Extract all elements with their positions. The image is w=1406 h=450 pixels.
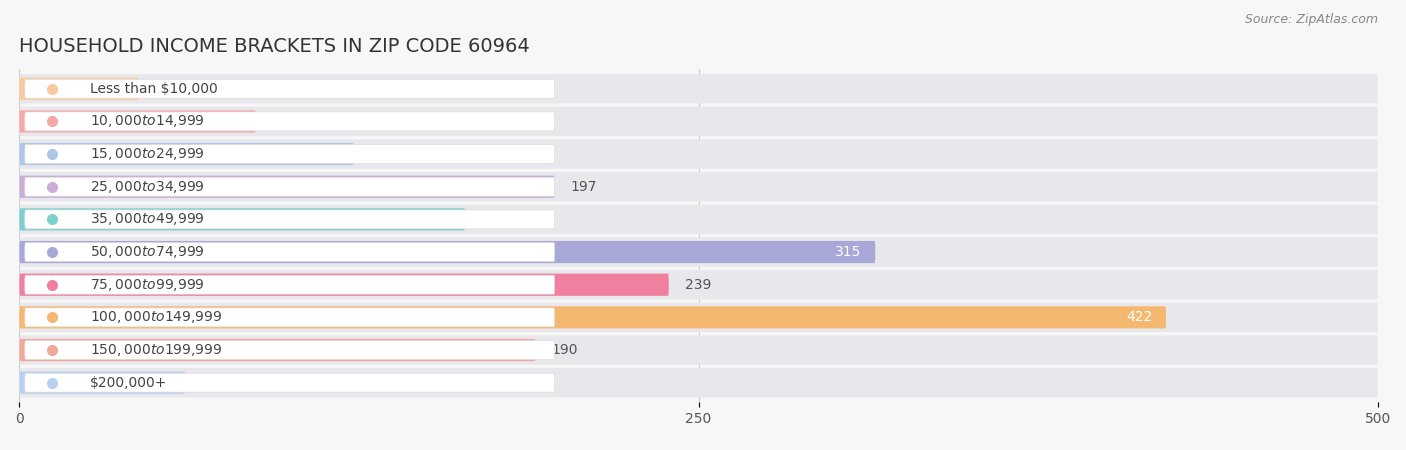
FancyBboxPatch shape — [20, 306, 1166, 328]
FancyBboxPatch shape — [25, 275, 554, 294]
Text: Source: ZipAtlas.com: Source: ZipAtlas.com — [1244, 14, 1378, 27]
Text: $35,000 to $49,999: $35,000 to $49,999 — [90, 212, 205, 227]
Text: 197: 197 — [571, 180, 598, 194]
FancyBboxPatch shape — [20, 107, 1378, 136]
FancyBboxPatch shape — [25, 308, 554, 327]
Text: $150,000 to $199,999: $150,000 to $199,999 — [90, 342, 222, 358]
Text: $25,000 to $34,999: $25,000 to $34,999 — [90, 179, 205, 195]
FancyBboxPatch shape — [20, 205, 1378, 234]
FancyBboxPatch shape — [20, 372, 186, 394]
FancyBboxPatch shape — [20, 237, 1378, 267]
FancyBboxPatch shape — [20, 335, 1378, 364]
FancyBboxPatch shape — [20, 78, 139, 100]
Text: $50,000 to $74,999: $50,000 to $74,999 — [90, 244, 205, 260]
FancyBboxPatch shape — [25, 144, 554, 163]
FancyBboxPatch shape — [20, 176, 554, 198]
FancyBboxPatch shape — [25, 210, 554, 229]
Text: 190: 190 — [553, 343, 578, 357]
FancyBboxPatch shape — [20, 339, 536, 361]
Text: Less than $10,000: Less than $10,000 — [90, 82, 218, 96]
Text: $10,000 to $14,999: $10,000 to $14,999 — [90, 113, 205, 130]
FancyBboxPatch shape — [20, 241, 875, 263]
Text: 239: 239 — [685, 278, 711, 292]
FancyBboxPatch shape — [25, 112, 554, 131]
Text: 44: 44 — [155, 82, 173, 96]
FancyBboxPatch shape — [25, 243, 554, 261]
Text: 164: 164 — [481, 212, 508, 226]
FancyBboxPatch shape — [20, 274, 669, 296]
Text: 123: 123 — [370, 147, 396, 161]
FancyBboxPatch shape — [20, 110, 256, 132]
FancyBboxPatch shape — [20, 208, 465, 230]
Text: HOUSEHOLD INCOME BRACKETS IN ZIP CODE 60964: HOUSEHOLD INCOME BRACKETS IN ZIP CODE 60… — [20, 37, 530, 57]
FancyBboxPatch shape — [25, 373, 554, 392]
FancyBboxPatch shape — [20, 303, 1378, 332]
FancyBboxPatch shape — [20, 143, 353, 165]
Text: $15,000 to $24,999: $15,000 to $24,999 — [90, 146, 205, 162]
Text: $100,000 to $149,999: $100,000 to $149,999 — [90, 309, 222, 325]
Text: 422: 422 — [1126, 310, 1153, 324]
FancyBboxPatch shape — [25, 341, 554, 360]
FancyBboxPatch shape — [20, 140, 1378, 169]
Text: $75,000 to $99,999: $75,000 to $99,999 — [90, 277, 205, 292]
FancyBboxPatch shape — [25, 79, 554, 98]
FancyBboxPatch shape — [20, 172, 1378, 202]
FancyBboxPatch shape — [25, 177, 554, 196]
FancyBboxPatch shape — [20, 270, 1378, 299]
FancyBboxPatch shape — [20, 74, 1378, 104]
Text: 61: 61 — [201, 376, 219, 390]
Text: $200,000+: $200,000+ — [90, 376, 167, 390]
Text: 87: 87 — [271, 114, 290, 128]
Text: 315: 315 — [835, 245, 862, 259]
FancyBboxPatch shape — [20, 368, 1378, 397]
